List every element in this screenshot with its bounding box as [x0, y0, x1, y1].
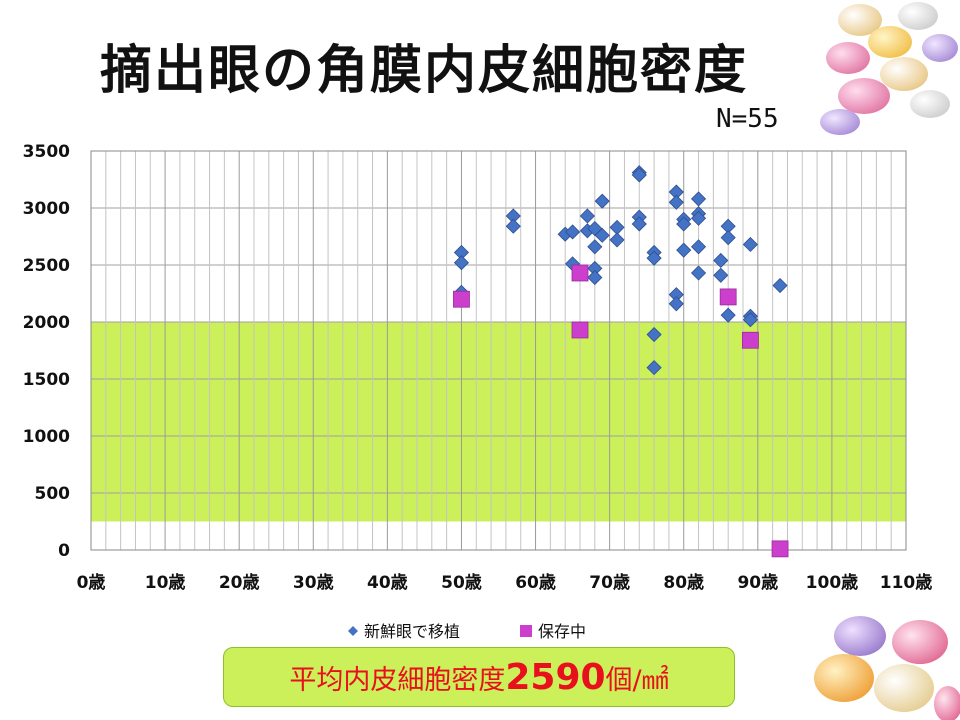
- candy-eggs-decoration-top: [820, 2, 958, 135]
- data-point-fresh: [505, 218, 521, 234]
- data-point-fresh: [609, 219, 625, 235]
- data-point-fresh: [453, 255, 470, 271]
- data-point-fresh: [720, 230, 736, 246]
- x-tick-label: 80歳: [663, 572, 704, 593]
- data-point-preserved: [771, 540, 789, 558]
- average-density-label: 平均内皮細胞密度: [289, 664, 506, 696]
- y-tick-label: 2500: [23, 256, 70, 276]
- data-point-fresh: [668, 296, 684, 312]
- data-point-fresh: [742, 312, 758, 328]
- x-tick-label: 20歳: [219, 572, 260, 593]
- page-title: 摘出眼の角膜内皮細胞密度: [100, 41, 749, 101]
- data-point-fresh: [772, 277, 788, 294]
- data-point-preserved: [742, 331, 759, 349]
- reference-band: [91, 322, 906, 522]
- x-tick-label: 110歳: [880, 572, 933, 593]
- data-point-preserved: [453, 290, 470, 308]
- data-point-fresh: [631, 216, 647, 232]
- data-point-fresh: [609, 232, 625, 248]
- x-tick-label: 90歳: [737, 572, 778, 593]
- average-density-value: 2590: [505, 656, 606, 698]
- x-tick-label: 10歳: [145, 572, 186, 593]
- data-point-fresh: [690, 265, 707, 281]
- y-tick-label: 1500: [23, 370, 70, 390]
- average-density-unit: 個/㎟: [605, 664, 669, 696]
- y-tick-label: 3500: [23, 142, 70, 162]
- data-point-fresh: [713, 267, 729, 283]
- data-point-fresh: [587, 239, 603, 255]
- data-point-fresh: [587, 269, 603, 286]
- data-point-fresh: [690, 239, 707, 255]
- average-density-banner: 平均内皮細胞密度 2590 個/㎟: [223, 647, 735, 707]
- data-point-fresh: [720, 307, 736, 323]
- y-tick-label: 2000: [23, 313, 70, 333]
- data-point-fresh: [713, 252, 729, 269]
- legend-label-preserved: 保存中: [538, 622, 586, 641]
- data-point-fresh: [646, 360, 662, 376]
- y-tick-label: 0: [58, 541, 70, 561]
- sample-size-label: N=55: [716, 104, 779, 134]
- y-tick-label: 1000: [23, 427, 70, 447]
- plot-frame: [90, 150, 907, 551]
- data-point-fresh: [594, 227, 610, 243]
- x-tick-label: 50歳: [441, 572, 482, 593]
- legend-marker-fresh: [348, 626, 358, 636]
- x-tick-label: 70歳: [589, 572, 630, 593]
- legend-marker-preserved: [520, 625, 532, 637]
- legend-label-fresh: 新鮮眼で移植: [364, 622, 460, 641]
- y-tick-label: 500: [35, 484, 71, 504]
- data-point-fresh: [646, 250, 662, 266]
- data-point-preserved: [719, 288, 737, 306]
- data-point-fresh: [594, 193, 610, 209]
- x-tick-label: 0歳: [77, 572, 106, 593]
- y-tick-label: 3000: [23, 199, 70, 219]
- data-point-fresh: [676, 216, 692, 232]
- data-point-fresh: [676, 242, 692, 258]
- data-point-fresh: [668, 194, 684, 210]
- x-tick-label: 60歳: [515, 572, 556, 593]
- candy-eggs-decoration-bottom: [814, 616, 960, 720]
- x-tick-label: 30歳: [293, 572, 334, 593]
- data-point-fresh: [690, 191, 707, 207]
- data-point-preserved: [571, 264, 589, 282]
- data-point-fresh: [579, 208, 595, 224]
- data-point-fresh: [646, 326, 662, 343]
- data-point-preserved: [571, 321, 589, 339]
- x-tick-label: 40歳: [367, 572, 408, 593]
- x-tick-label: 100歳: [806, 572, 859, 593]
- data-point-fresh: [565, 224, 581, 240]
- data-point-fresh: [742, 236, 758, 253]
- data-point-fresh: [690, 210, 707, 226]
- data-point-fresh: [631, 167, 647, 183]
